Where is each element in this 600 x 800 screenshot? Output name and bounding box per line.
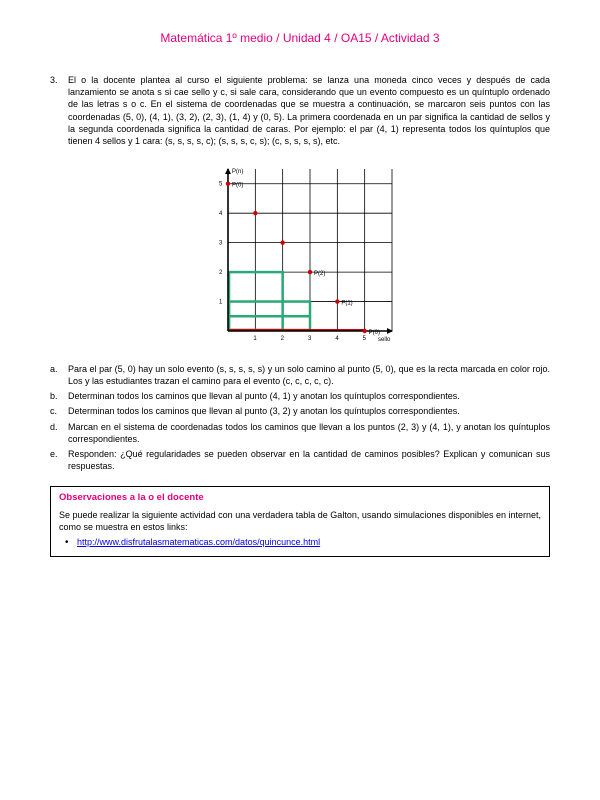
page-title: Matemática 1º medio / Unidad 4 / OA15 / … <box>50 30 550 46</box>
svg-text:3: 3 <box>308 336 312 342</box>
observation-heading: Observaciones a la o el docente <box>59 492 541 505</box>
subitem-letter: b. <box>50 390 68 402</box>
subitem: c.Determinan todos los caminos que lleva… <box>50 405 550 417</box>
subitem: d.Marcan en el sistema de coordenadas to… <box>50 421 550 445</box>
problem-text: El o la docente plantea al curso el sigu… <box>68 74 550 147</box>
subitem: b.Determinan todos los caminos que lleva… <box>50 390 550 402</box>
svg-text:3: 3 <box>219 241 223 247</box>
svg-text:1: 1 <box>253 336 257 342</box>
svg-text:2: 2 <box>281 336 285 342</box>
observation-text: Se puede realizar la siguiente actividad… <box>59 509 541 533</box>
subitem-text: Responden: ¿Qué regularidades se pueden … <box>68 448 550 472</box>
observation-link-row: • http://www.disfrutalasmatematicas.com/… <box>59 536 541 550</box>
svg-text:4: 4 <box>335 336 339 342</box>
svg-text:sello: sello <box>378 337 391 343</box>
observation-link[interactable]: http://www.disfrutalasmatematicas.com/da… <box>77 536 320 548</box>
observation-box: Observaciones a la o el docente Se puede… <box>50 486 550 557</box>
subitem-text: Marcan en el sistema de coordenadas todo… <box>68 421 550 445</box>
subitem-list: a.Para el par (5, 0) hay un solo evento … <box>50 363 550 472</box>
subitem-letter: e. <box>50 448 68 472</box>
coordinate-chart: P(n)sello1234512345P(0)P(2)P(1)P(0) <box>50 159 550 349</box>
subitem-letter: c. <box>50 405 68 417</box>
svg-text:5: 5 <box>363 336 367 342</box>
svg-text:2: 2 <box>219 270 223 276</box>
svg-text:4: 4 <box>219 211 223 217</box>
subitem-letter: d. <box>50 421 68 445</box>
bullet-icon: • <box>65 536 77 550</box>
problem-block: 3. El o la docente plantea al curso el s… <box>50 74 550 147</box>
svg-text:P(2): P(2) <box>314 271 325 277</box>
subitem-text: Determinan todos los caminos que llevan … <box>68 405 550 417</box>
svg-text:5: 5 <box>219 182 223 188</box>
svg-text:P(0): P(0) <box>369 330 380 336</box>
subitem-text: Para el par (5, 0) hay un solo evento (s… <box>68 363 550 387</box>
subitem: e.Responden: ¿Qué regularidades se puede… <box>50 448 550 472</box>
svg-text:P(n): P(n) <box>232 169 243 175</box>
subitem-letter: a. <box>50 363 68 387</box>
svg-text:P(0): P(0) <box>232 183 243 189</box>
subitem-text: Determinan todos los caminos que llevan … <box>68 390 550 402</box>
svg-text:P(1): P(1) <box>341 301 352 307</box>
problem-number: 3. <box>50 74 68 147</box>
subitem: a.Para el par (5, 0) hay un solo evento … <box>50 363 550 387</box>
svg-text:1: 1 <box>219 300 223 306</box>
